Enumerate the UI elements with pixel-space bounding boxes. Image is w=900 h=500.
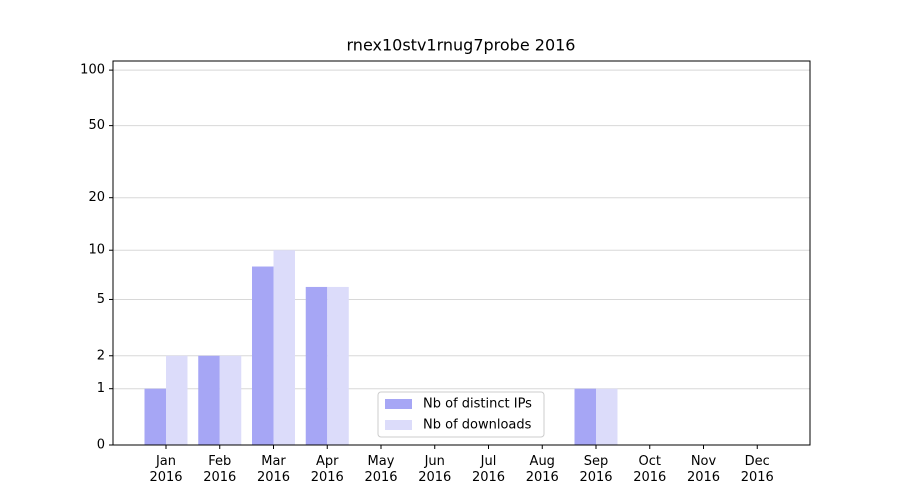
x-tick-label: Dec 2016: [740, 454, 774, 485]
bar: [596, 388, 618, 445]
bar: [273, 250, 295, 445]
x-tick-label: May 2016: [364, 454, 398, 485]
bar: [166, 355, 188, 445]
y-tick-label: 1: [97, 381, 105, 396]
x-tick-label: Oct 2016: [633, 454, 667, 485]
legend-box: [377, 391, 545, 438]
bar: [198, 355, 220, 445]
y-tick-label: 20: [88, 190, 105, 205]
legend-swatch: [385, 399, 412, 409]
x-tick-label: Jan 2016: [149, 454, 183, 485]
bar: [144, 388, 166, 445]
y-tick-label: 0: [97, 438, 105, 453]
y-tick-label: 5: [97, 292, 105, 307]
legend-label: Nb of distinct IPs: [423, 397, 532, 412]
bar: [219, 355, 242, 445]
y-tick-label: 10: [88, 243, 105, 258]
x-tick-label: Jul 2016: [471, 454, 506, 485]
x-tick-label: Apr 2016: [310, 454, 344, 485]
bar: [252, 266, 274, 445]
y-tick-label: 50: [88, 118, 105, 133]
x-tick-label: Mar 2016: [256, 454, 291, 485]
x-tick-label: Jun 2016: [418, 454, 452, 485]
x-tick-label: Aug 2016: [525, 454, 559, 485]
x-tick-label: Nov 2016: [686, 454, 721, 485]
x-tick-label: Feb 2016: [203, 454, 237, 485]
legend: Nb of distinct IPs Nb of downloads: [377, 391, 545, 438]
legend-label: Nb of downloads: [423, 418, 532, 433]
bar: [327, 286, 349, 445]
bar: [305, 286, 328, 445]
axes-frame: [112, 60, 811, 446]
legend-swatch: [385, 420, 412, 430]
y-tick-label: 100: [80, 63, 105, 78]
bar: [574, 388, 596, 445]
y-tick-label: 2: [97, 348, 105, 363]
x-tick-label: Sep 2016: [579, 454, 613, 485]
chart-title: rnex10stv1rnug7probe 2016: [347, 36, 576, 55]
